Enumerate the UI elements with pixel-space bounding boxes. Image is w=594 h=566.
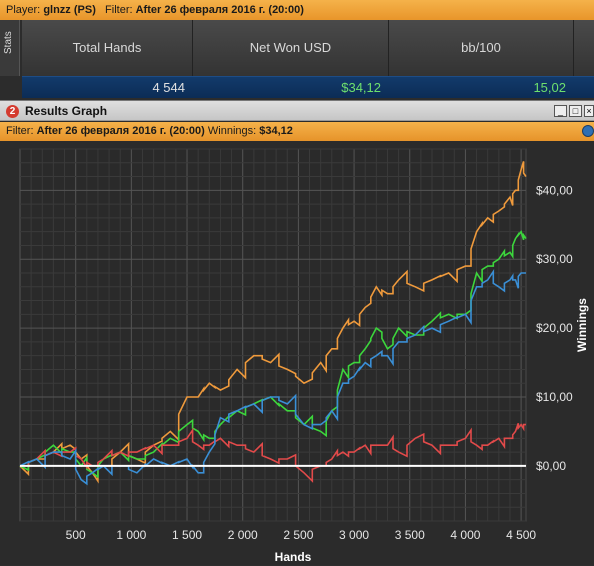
- window-number-badge: 2: [6, 105, 19, 118]
- filter-value[interactable]: After 26 февраля 2016 г. (20:00): [135, 4, 304, 16]
- y-tick-label: $20,00: [536, 321, 573, 335]
- minimize-button[interactable]: _: [554, 105, 567, 117]
- player-label: Player:: [6, 4, 41, 16]
- x-tick-label: 2 000: [228, 528, 258, 542]
- series-line-3: [19, 268, 526, 486]
- y-tick-label: $30,00: [536, 252, 573, 266]
- x-tick-label: 4 500: [506, 528, 536, 542]
- x-tick-label: 2 500: [283, 528, 313, 542]
- player-name: glnzz (PS): [43, 4, 96, 16]
- column-header-bb100[interactable]: bb/100: [389, 20, 574, 76]
- graph-filter-bar: Filter: After 26 февраля 2016 г. (20:00)…: [0, 122, 594, 141]
- graph-filter-value[interactable]: After 26 февраля 2016 г. (20:00): [36, 125, 205, 137]
- x-tick-label: 1 500: [172, 528, 202, 542]
- bb100-value: 15,02: [533, 80, 566, 95]
- x-axis-label: Hands: [275, 550, 312, 564]
- x-tick-label: 3 000: [339, 528, 369, 542]
- x-tick-label: 500: [66, 528, 86, 542]
- stats-tab[interactable]: Stats: [0, 20, 20, 76]
- x-tick-label: 4 000: [450, 528, 480, 542]
- x-tick-label: 3 500: [395, 528, 425, 542]
- globe-icon[interactable]: [582, 125, 594, 137]
- graph-filter-label: Filter:: [6, 125, 34, 137]
- total-hands-value: 4 544: [152, 80, 185, 95]
- x-tick-label: 1 000: [116, 528, 146, 542]
- maximize-button[interactable]: □: [569, 105, 582, 117]
- close-button[interactable]: ×: [584, 105, 594, 117]
- results-graph-window: 2 Results Graph _ □ × Filter: After 26 ф…: [0, 100, 594, 565]
- series-line-2: [20, 422, 526, 483]
- filter-label: Filter:: [105, 4, 133, 16]
- results-chart: $0,00 $10,00 $20,00 $30,00 $40,00 500 1 000 1 5…: [19, 148, 589, 564]
- winnings-label: Winnings:: [207, 125, 257, 137]
- y-tick-label: $40,00: [536, 183, 573, 197]
- window-titlebar[interactable]: 2 Results Graph _ □ ×: [0, 101, 594, 121]
- y-tick-label: $0,00: [536, 459, 566, 473]
- y-axis-label: Winnings: [575, 298, 589, 352]
- net-won-value: $34,12: [341, 80, 381, 95]
- stats-panel: Stats Total Hands Net Won USD bb/100 4 5…: [0, 20, 594, 100]
- stats-row[interactable]: 4 544 $34,12 15,02: [22, 76, 594, 98]
- column-header-net-won[interactable]: Net Won USD: [193, 20, 389, 76]
- winnings-value: $34,12: [259, 125, 293, 137]
- window-title: Results Graph: [25, 104, 108, 118]
- stats-header: Total Hands Net Won USD bb/100: [22, 20, 594, 76]
- player-filter-bar: Player: glnzz (PS) Filter: After 26 февр…: [0, 0, 594, 20]
- column-header-total-hands[interactable]: Total Hands: [22, 20, 193, 76]
- y-tick-label: $10,00: [536, 390, 573, 404]
